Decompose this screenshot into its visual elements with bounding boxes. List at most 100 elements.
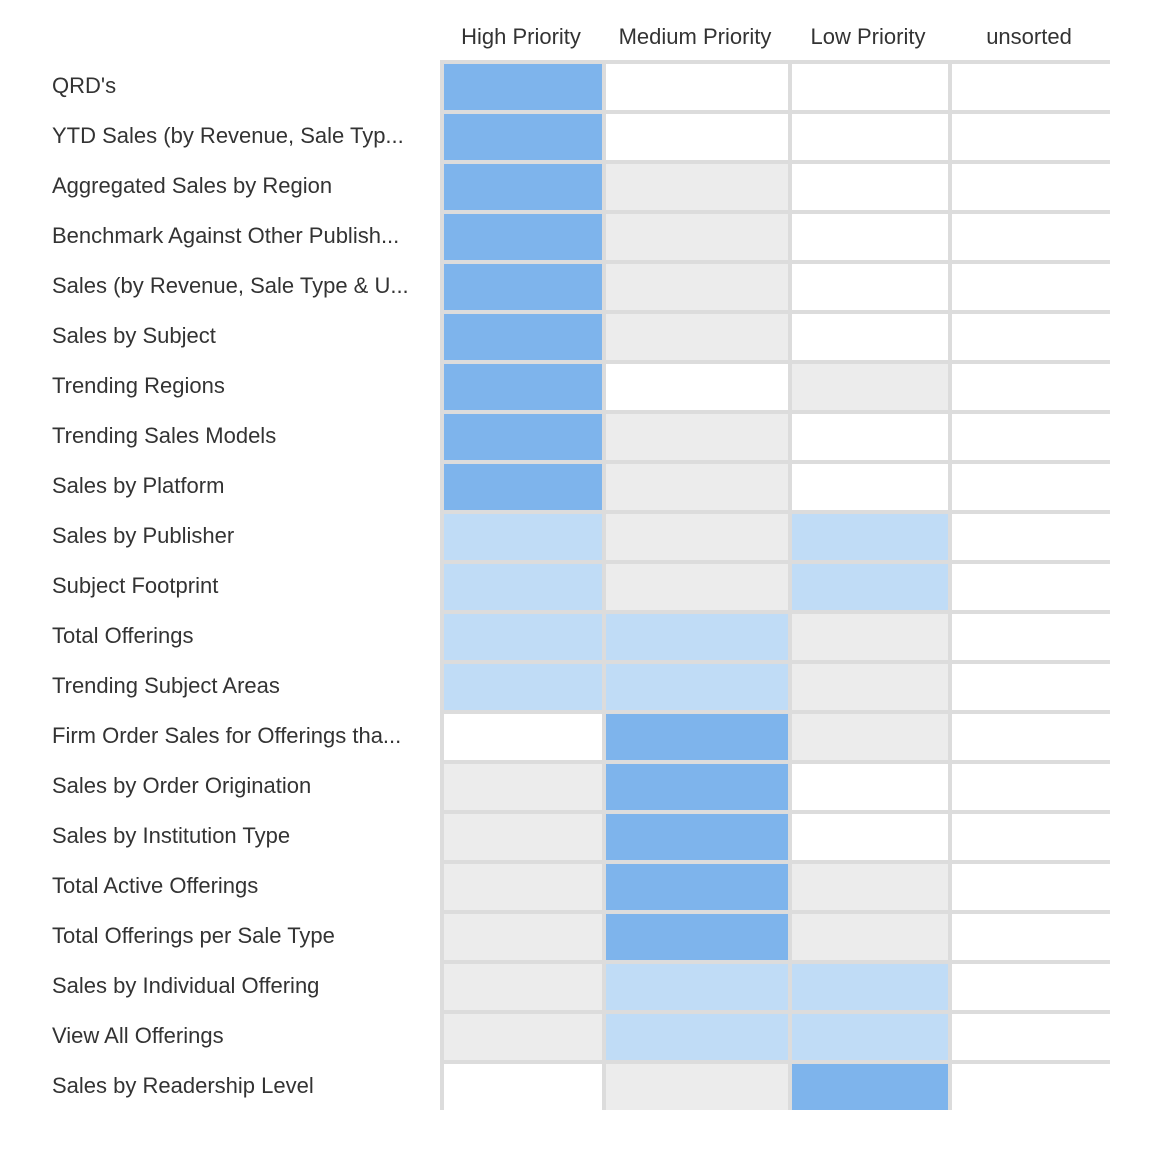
row-label: Benchmark Against Other Publish... [52, 223, 399, 248]
heatmap-cell [792, 464, 948, 510]
heatmap-cell [606, 614, 788, 660]
heatmap-cell [792, 564, 948, 610]
heatmap-cell [952, 464, 1110, 510]
heatmap-cell [444, 1014, 602, 1060]
heatmap-cell [606, 964, 788, 1010]
heatmap-cell [606, 564, 788, 610]
row-label: QRD's [52, 73, 116, 98]
row-label: Subject Footprint [52, 573, 218, 598]
row-label: Firm Order Sales for Offerings tha... [52, 723, 401, 748]
row-label: Sales by Individual Offering [52, 973, 319, 998]
row-labels: QRD's YTD Sales (by Revenue, Sale Typ... A… [52, 73, 409, 1098]
heatmap-cell [952, 1014, 1110, 1060]
heatmap-cell [952, 514, 1110, 560]
heatmap-cell [444, 564, 602, 610]
heatmap-cell [444, 864, 602, 910]
heatmap-cells [444, 64, 1110, 1110]
heatmap-cell [792, 514, 948, 560]
heatmap-cell [444, 964, 602, 1010]
heatmap-cell [444, 64, 602, 110]
column-header: unsorted [986, 24, 1072, 49]
heatmap-cell [444, 364, 602, 410]
heatmap-cell [792, 764, 948, 810]
row-label: Trending Sales Models [52, 423, 276, 448]
heatmap-cell [606, 764, 788, 810]
heatmap-cell [792, 714, 948, 760]
row-label: Sales by Readership Level [52, 1073, 314, 1098]
heatmap-cell [792, 814, 948, 860]
heatmap-cell [792, 964, 948, 1010]
heatmap-cell [792, 1064, 948, 1110]
heatmap-cell [952, 314, 1110, 360]
heatmap-cell [792, 314, 948, 360]
heatmap-cell [444, 214, 602, 260]
row-label: Trending Subject Areas [52, 673, 280, 698]
heatmap-cell [952, 764, 1110, 810]
heatmap-cell [952, 714, 1110, 760]
row-label: Trending Regions [52, 373, 225, 398]
column-header: Low Priority [811, 24, 926, 49]
heatmap-cell [606, 164, 788, 210]
heatmap-cell [606, 64, 788, 110]
heatmap-cell [952, 414, 1110, 460]
heatmap-cell [952, 914, 1110, 960]
heatmap-cell [606, 314, 788, 360]
row-label: Aggregated Sales by Region [52, 173, 332, 198]
heatmap-cell [444, 1064, 602, 1110]
heatmap-cell [444, 714, 602, 760]
column-header: Medium Priority [619, 24, 772, 49]
heatmap-cell [444, 464, 602, 510]
heatmap-cell [444, 914, 602, 960]
row-label: Sales by Publisher [52, 523, 234, 548]
row-label: View All Offerings [52, 1023, 224, 1048]
row-label: Sales by Platform [52, 473, 224, 498]
heatmap-cell [606, 414, 788, 460]
column-header: High Priority [461, 24, 581, 49]
heatmap-cell [952, 564, 1110, 610]
heatmap-cell [952, 214, 1110, 260]
heatmap-cell [952, 264, 1110, 310]
row-label: Sales by Order Origination [52, 773, 311, 798]
heatmap-cell [444, 264, 602, 310]
heatmap-cell [606, 364, 788, 410]
heatmap-cell [444, 414, 602, 460]
heatmap-cell [952, 64, 1110, 110]
heatmap-cell [792, 364, 948, 410]
heatmap-cell [792, 414, 948, 460]
heatmap-cell [792, 264, 948, 310]
row-label: Total Active Offerings [52, 873, 258, 898]
heatmap-cell [792, 664, 948, 710]
row-label: YTD Sales (by Revenue, Sale Typ... [52, 123, 404, 148]
heatmap-cell [606, 1014, 788, 1060]
heatmap-cell [606, 714, 788, 760]
heatmap-cell [792, 864, 948, 910]
heatmap-cell [952, 364, 1110, 410]
heatmap-cell [792, 614, 948, 660]
heatmap-cell [606, 114, 788, 160]
heatmap-cell [952, 814, 1110, 860]
heatmap-cell [952, 114, 1110, 160]
heatmap-cell [952, 864, 1110, 910]
row-label: Total Offerings per Sale Type [52, 923, 335, 948]
heatmap-cell [444, 764, 602, 810]
heatmap-cell [952, 664, 1110, 710]
row-label: Sales by Subject [52, 323, 216, 348]
heatmap-cell [792, 214, 948, 260]
heatmap-cell [606, 1064, 788, 1110]
column-headers: High Priority Medium Priority Low Priority… [461, 24, 1072, 49]
heatmap-cell [444, 614, 602, 660]
heatmap-cell [606, 814, 788, 860]
heatmap-cell [792, 914, 948, 960]
heatmap-cell [606, 464, 788, 510]
heatmap-cell [444, 314, 602, 360]
heatmap-cell [606, 514, 788, 560]
heatmap-cell [952, 964, 1110, 1010]
row-label: Total Offerings [52, 623, 193, 648]
heatmap-cell [952, 1064, 1110, 1110]
heatmap-cell [606, 864, 788, 910]
heatmap-cell [444, 514, 602, 560]
heatmap-cell [792, 1014, 948, 1060]
heatmap-cell [606, 914, 788, 960]
heatmap-cell [444, 664, 602, 710]
